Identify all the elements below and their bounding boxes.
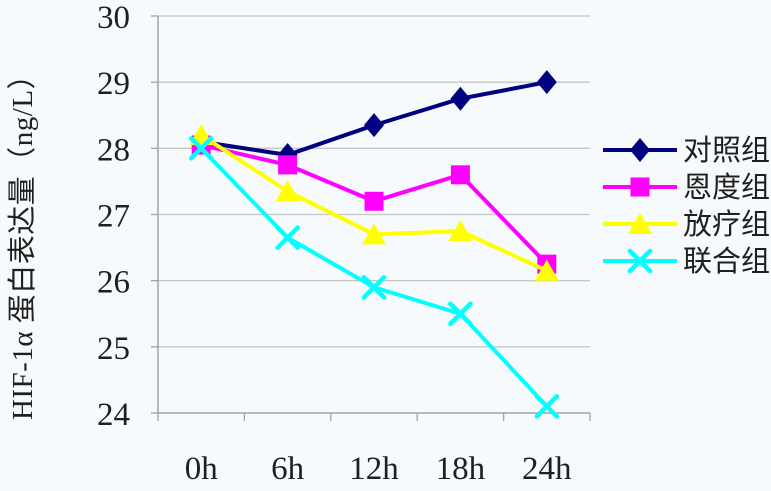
- series-0: [191, 70, 557, 167]
- y-tick-label-24: 24: [97, 397, 130, 433]
- legend-marker-triangle-2: [628, 213, 652, 234]
- x-tick-label-12h: 12h: [349, 451, 399, 487]
- series-line-3: [199, 146, 549, 408]
- legend-item-0: 对照组: [603, 134, 770, 167]
- y-tick-label-26: 26: [97, 265, 130, 301]
- legend-item-1: 恩度组: [603, 171, 770, 204]
- series-3-marker-x-0: [188, 136, 214, 161]
- series-0-marker-diamond-4: [536, 70, 557, 95]
- series-0-marker-diamond-2: [364, 113, 384, 138]
- x-tick-label-24h: 24h: [522, 451, 572, 487]
- x-tick-label-0h: 0h: [185, 451, 219, 487]
- x-tick-label-18h: 18h: [436, 451, 486, 487]
- series-2-marker-triangle-1: [275, 180, 300, 202]
- series-2: [189, 124, 559, 281]
- series-3-marker-x-3: [448, 301, 473, 326]
- legend-label-0: 对照组: [683, 134, 770, 167]
- legend-label-3: 联合组: [683, 245, 770, 278]
- series-3-marker-x-4: [534, 394, 560, 419]
- y-tick-label-27: 27: [97, 199, 130, 235]
- legend-marker-x-3: [627, 248, 653, 274]
- series-3-marker-x-2: [361, 275, 387, 300]
- series-1-marker-square-2: [364, 191, 384, 211]
- legend-label-1: 恩度组: [683, 171, 770, 204]
- y-tick-label-25: 25: [97, 331, 130, 367]
- legend-item-2: 放疗组: [603, 208, 770, 241]
- legend-marker-diamond-0: [630, 138, 650, 162]
- series-3-marker-x-1: [275, 225, 300, 250]
- y-tick-label-28: 28: [97, 132, 130, 168]
- series-1-marker-square-3: [450, 165, 470, 185]
- y-tick-label-30: 30: [97, 0, 130, 36]
- legend-item-3: 联合组: [603, 245, 770, 278]
- series-2-marker-triangle-3: [448, 220, 473, 242]
- legend-label-2: 放疗组: [683, 208, 770, 241]
- y-axis-title: HIF-1α 蛋白表达量（ng/L）: [6, 60, 39, 420]
- x-tick-label-6h: 6h: [271, 451, 305, 487]
- series-0-marker-diamond-3: [450, 86, 471, 111]
- series-1: [191, 135, 557, 274]
- series-3: [188, 136, 560, 419]
- series-2-marker-triangle-4: [534, 259, 559, 281]
- y-tick-label-29: 29: [97, 66, 130, 102]
- legend-marker-square-1: [630, 177, 650, 197]
- series-2-marker-triangle-2: [362, 223, 386, 245]
- series-1-marker-square-1: [278, 155, 298, 175]
